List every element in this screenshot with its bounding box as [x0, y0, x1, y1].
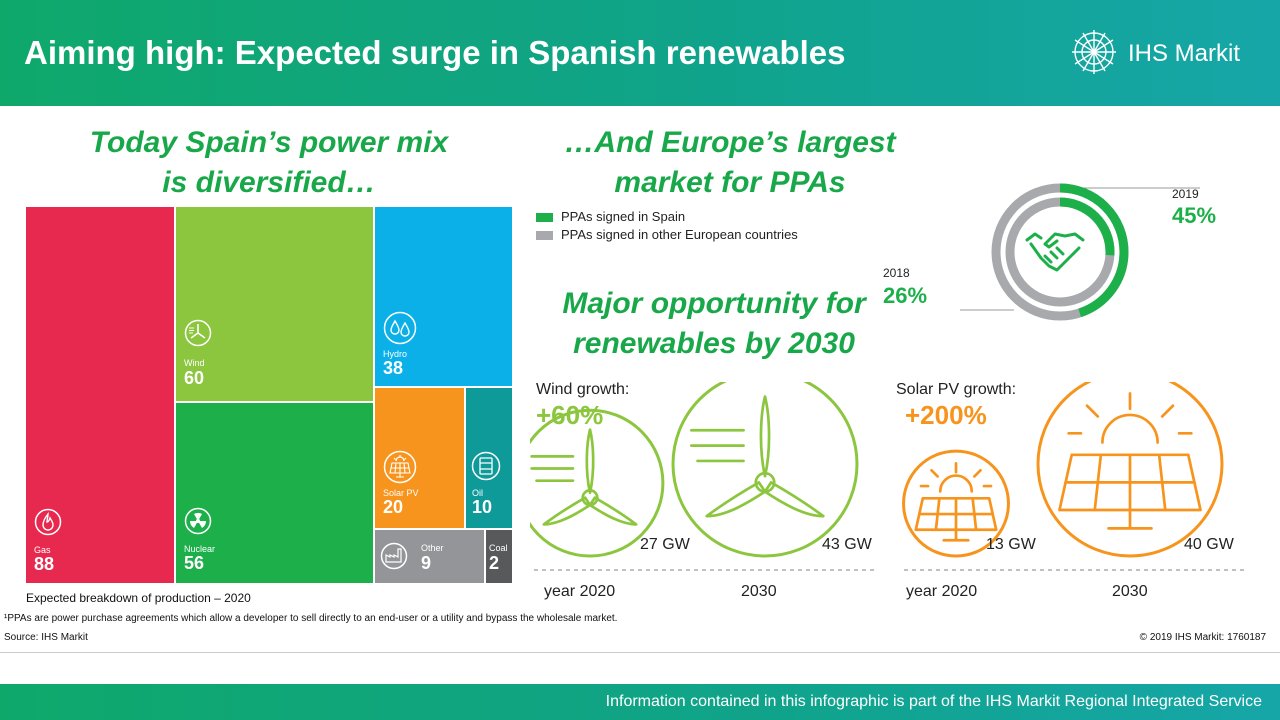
solar-growth-value: +200%	[905, 400, 987, 430]
wind-value-2030: 43 GW	[822, 536, 872, 553]
right-headline-line1: …And Europe’s largest	[564, 126, 896, 159]
treemap-tile-solar-pv: Solar PV 20	[375, 388, 464, 528]
treemap-tile-wind: Wind 60	[176, 207, 373, 401]
ppa-donut-chart	[960, 183, 1200, 321]
ppa-pct-2018: 26%	[883, 283, 928, 308]
left-headline-line2: is diversified…	[162, 166, 376, 199]
tile-label-coal: Coal	[489, 543, 508, 553]
opportunity-headline-line1: Major opportunity for	[562, 287, 866, 320]
solar-panel-icon	[1058, 392, 1202, 530]
page-title: Aiming high: Expected surge in Spanish r…	[24, 34, 846, 71]
ihs-markit-logo: IHS Markit	[1068, 24, 1268, 84]
legend-label-europe: PPAs signed in other European countries	[561, 227, 798, 242]
wind-year-2030: 2030	[741, 583, 777, 600]
tile-label-gas: Gas	[34, 545, 51, 555]
tile-label-solar-pv: Solar PV	[383, 488, 419, 498]
legend-label-spain: PPAs signed in Spain	[561, 209, 686, 224]
logo-text: IHS Markit	[1128, 40, 1241, 67]
solar-bubble-chart	[902, 382, 1246, 571]
solar-value-2030: 40 GW	[1184, 536, 1234, 553]
wind-turbine-icon	[184, 319, 212, 347]
tile-value-hydro: 38	[383, 358, 404, 378]
solar-growth-label: Solar PV growth:	[896, 381, 1017, 398]
tile-label-other: Other	[421, 543, 444, 553]
legend-item-spain: PPAs signed in Spain	[536, 209, 685, 224]
tile-label-nuclear: Nuclear	[184, 544, 216, 554]
tile-value-gas: 88	[34, 554, 55, 574]
treemap-tile-oil: Oil 10	[466, 388, 512, 528]
ppa-year-2019: 2019	[1172, 187, 1199, 201]
footer-banner: Information contained in this infographi…	[0, 684, 1280, 720]
copyright-note: © 2019 IHS Markit: 1760187	[1139, 632, 1266, 643]
wind-value-2020: 27 GW	[640, 536, 690, 553]
oil-barrel-icon	[471, 451, 501, 481]
wind-bubble-2020	[530, 408, 665, 558]
ppa-pct-2019: 45%	[1172, 203, 1217, 228]
tile-value-nuclear: 56	[184, 553, 205, 573]
wind-growth-label: Wind growth:	[536, 381, 630, 398]
flame-icon	[34, 508, 62, 536]
solar-bubble-2030	[1036, 382, 1224, 558]
solar-year-2020: year 2020	[906, 583, 978, 600]
right-headline-line2: market for PPAs	[614, 166, 846, 199]
handshake-icon	[1025, 232, 1085, 272]
solar-panel-icon	[383, 450, 417, 484]
wind-turbine-icon	[530, 428, 638, 526]
solar-value-2020: 13 GW	[986, 536, 1036, 553]
solar-bubble-2020	[902, 449, 1010, 558]
source-note: Source: IHS Markit	[4, 632, 88, 643]
ppa-year-2018: 2018	[883, 266, 910, 280]
header-banner: Aiming high: Expected surge in Spanish r…	[0, 0, 1280, 106]
solar-year-2030: 2030	[1112, 583, 1148, 600]
footer-text: Information contained in this infographi…	[605, 693, 1262, 710]
wind-bubble-chart	[530, 382, 876, 571]
treemap-tile-coal: Coal 2	[486, 530, 512, 583]
treemap-tile-gas: Gas 88	[26, 207, 174, 583]
right-headline: …And Europe’s largest market for PPAs	[530, 123, 930, 203]
legend-swatch-spain	[536, 213, 553, 223]
treemap-tile-nuclear: Nuclear 56	[176, 403, 373, 583]
treemap-tile-hydro: Hydro 38	[375, 207, 512, 386]
tile-value-solar-pv: 20	[383, 497, 404, 517]
treemap-caption: Expected breakdown of production – 2020	[26, 591, 251, 605]
donut-ring-2019-spain	[991, 183, 1129, 321]
factory-icon	[380, 542, 408, 570]
tile-value-wind: 60	[184, 368, 205, 388]
tile-label-wind: Wind	[184, 358, 205, 368]
power-mix-treemap: Gas 88 Wind 60 Nuclear 56 Hydro 38	[26, 207, 512, 583]
solar-panel-icon	[914, 461, 998, 542]
tile-value-oil: 10	[472, 497, 493, 517]
left-headline-line1: Today Spain’s power mix	[89, 126, 449, 159]
tile-value-other: 9	[421, 553, 432, 573]
treemap-tile-other: Other 9	[375, 530, 484, 583]
wind-bubble-2030	[671, 382, 859, 558]
water-drops-icon	[383, 311, 417, 345]
tile-label-hydro: Hydro	[383, 349, 408, 359]
logo-burst-icon	[1072, 30, 1116, 74]
legend-item-europe: PPAs signed in other European countries	[536, 227, 798, 242]
opportunity-headline: Major opportunity for renewables by 2030	[532, 284, 896, 364]
legend-swatch-europe	[536, 231, 553, 241]
donut-ring-2018-spain	[1005, 197, 1115, 307]
footnote-divider	[0, 652, 1280, 653]
left-headline: Today Spain’s power mix is diversified…	[26, 123, 512, 203]
nuclear-icon	[184, 507, 212, 535]
tile-value-coal: 2	[489, 553, 500, 573]
opportunity-headline-line2: renewables by 2030	[573, 327, 855, 360]
tile-label-oil: Oil	[472, 488, 483, 498]
wind-year-2020: year 2020	[544, 583, 616, 600]
ppa-footnote: ¹PPAs are power purchase agreements whic…	[4, 613, 618, 624]
wind-turbine-icon	[690, 395, 825, 518]
